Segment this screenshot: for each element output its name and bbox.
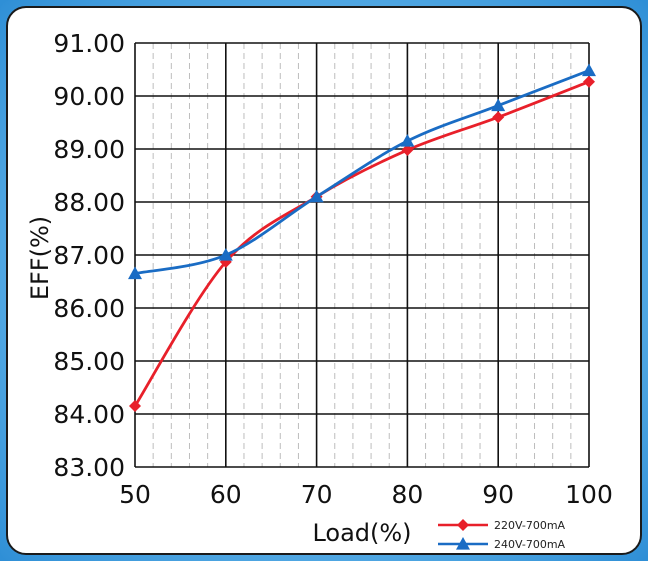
data-point [491,98,506,112]
y-tick-label: 87.00 [53,241,125,270]
series-line [133,80,590,407]
y-tick-label: 84.00 [53,400,125,429]
legend-swatch-marker [457,519,469,531]
x-tick-label: 80 [391,480,423,509]
x-tick-label: 60 [210,480,242,509]
x-tick-labels: 50 60 70 80 90 100 [119,480,613,509]
x-tick-label: 100 [565,480,613,509]
y-tick-label: 85.00 [53,347,125,376]
y-tick-label: 88.00 [53,188,125,217]
data-point [400,134,415,147]
data-point [492,111,505,124]
y-tick-label: 89.00 [53,135,125,164]
series-group [128,63,596,413]
legend: 220V-700mA 240V-700mA [438,519,566,551]
legend-item: 220V-700mA [438,519,566,532]
y-tick-label: 91.00 [53,29,125,58]
y-tick-labels: 91.00 90.00 89.00 88.00 87.00 86.00 85.00 84.00… [53,29,125,482]
data-point [401,144,414,157]
x-tick-label: 90 [482,480,514,509]
major-gridlines [134,42,590,468]
series-240v [128,63,596,280]
y-tick-label: 90.00 [53,82,125,111]
x-tick-label: 70 [301,480,333,509]
data-point [128,266,142,280]
y-tick-label: 86.00 [53,294,125,323]
legend-swatch-marker [456,537,470,550]
y-tick-label: 83.00 [53,453,125,482]
data-point [129,400,141,413]
x-axis-label: Load(%) [312,519,411,547]
chart-panel [6,6,642,555]
data-point [583,75,595,88]
data-point [218,248,233,261]
data-point [309,189,324,203]
series-line [134,69,590,275]
y-axis-label: EFF(%) [26,216,54,300]
legend-label: 240V-700mA [494,538,566,551]
legend-label: 220V-700mA [494,519,566,532]
legend-item: 240V-700mA [438,537,566,551]
x-tick-label: 50 [119,480,151,509]
data-point [582,63,596,77]
